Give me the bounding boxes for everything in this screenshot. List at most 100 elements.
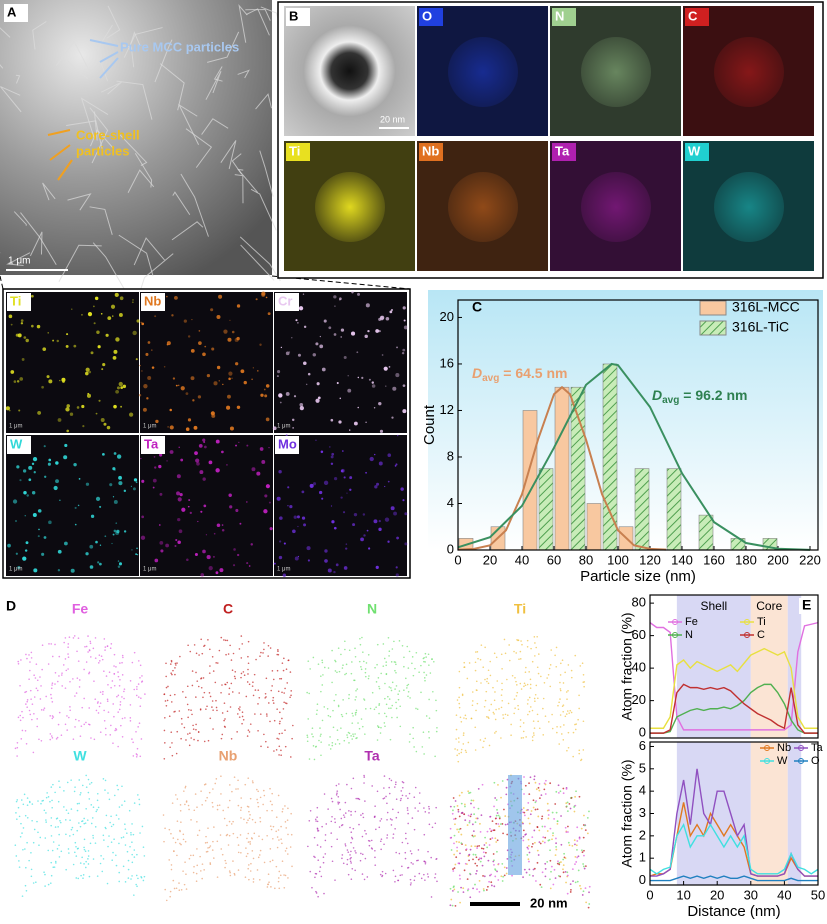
atom bbox=[165, 675, 167, 678]
atom bbox=[542, 836, 545, 839]
map-dot bbox=[276, 496, 281, 501]
atom bbox=[289, 671, 292, 673]
atom bbox=[31, 718, 33, 721]
map-dot bbox=[188, 499, 191, 502]
atom bbox=[131, 823, 133, 825]
value-text: = 64.5 nm bbox=[499, 365, 567, 381]
map-dot bbox=[193, 425, 198, 430]
atom bbox=[323, 793, 326, 795]
atom bbox=[258, 835, 260, 837]
atom bbox=[201, 863, 204, 865]
atom bbox=[29, 661, 31, 663]
atom bbox=[350, 836, 353, 839]
atom bbox=[238, 709, 241, 711]
panel-label: C bbox=[472, 299, 482, 315]
x-tick-label: 160 bbox=[703, 552, 725, 567]
atom bbox=[462, 743, 465, 745]
atom bbox=[139, 664, 142, 667]
region bbox=[787, 742, 802, 885]
atom bbox=[567, 825, 569, 828]
atom bbox=[20, 659, 22, 661]
atom bbox=[312, 745, 315, 747]
map-dot bbox=[279, 540, 282, 543]
atom bbox=[176, 854, 178, 857]
map-dot bbox=[76, 406, 80, 409]
atom bbox=[31, 703, 34, 705]
atom bbox=[390, 779, 393, 782]
atom bbox=[566, 710, 569, 712]
map-dot bbox=[61, 377, 66, 382]
atom bbox=[129, 845, 131, 848]
atom bbox=[92, 647, 95, 650]
atom bbox=[363, 782, 365, 784]
map-dot bbox=[66, 429, 70, 433]
atom bbox=[560, 662, 562, 665]
grain-boundary bbox=[13, 211, 27, 226]
atom bbox=[555, 845, 558, 848]
atom bbox=[67, 653, 69, 655]
map-dot bbox=[349, 488, 352, 491]
atom bbox=[431, 826, 434, 829]
atom bbox=[49, 800, 51, 803]
atom bbox=[484, 851, 487, 854]
atom bbox=[25, 742, 28, 745]
atom bbox=[371, 691, 374, 694]
map-dot bbox=[24, 514, 26, 517]
atom bbox=[238, 692, 241, 694]
atom bbox=[536, 826, 539, 829]
map-dot bbox=[357, 292, 361, 296]
map-dot bbox=[312, 353, 317, 357]
atom bbox=[33, 828, 36, 831]
atom bbox=[452, 809, 454, 812]
atom bbox=[180, 717, 183, 720]
atom bbox=[209, 695, 212, 698]
atom bbox=[455, 728, 458, 731]
atom bbox=[104, 649, 106, 651]
atom bbox=[494, 817, 497, 820]
atom bbox=[388, 707, 390, 710]
atom bbox=[505, 867, 508, 869]
atom bbox=[209, 863, 212, 866]
atom bbox=[75, 845, 77, 848]
map-dot bbox=[179, 493, 183, 497]
map-dot bbox=[94, 296, 99, 301]
map-dot bbox=[296, 515, 300, 519]
panel-text: Nb bbox=[422, 143, 439, 158]
atom bbox=[538, 797, 541, 800]
atom bbox=[40, 685, 42, 687]
atom bbox=[475, 651, 477, 653]
atom bbox=[352, 777, 355, 780]
map-dot bbox=[141, 479, 145, 483]
atom bbox=[496, 870, 498, 873]
atom bbox=[248, 817, 251, 820]
atom bbox=[226, 833, 229, 836]
atom bbox=[137, 696, 140, 698]
map-dot bbox=[342, 450, 344, 452]
map-dot bbox=[396, 346, 398, 349]
atom bbox=[307, 845, 309, 848]
atom bbox=[518, 658, 520, 661]
atom bbox=[172, 879, 175, 882]
map-dot bbox=[99, 505, 102, 508]
atom bbox=[385, 673, 388, 676]
atom bbox=[430, 856, 432, 859]
map-dot bbox=[202, 352, 206, 357]
atom bbox=[247, 841, 250, 843]
atom bbox=[513, 650, 515, 653]
atom bbox=[392, 837, 394, 839]
hist-bar bbox=[634, 468, 650, 551]
atom bbox=[490, 873, 493, 876]
atom bbox=[558, 701, 560, 704]
map-dot bbox=[90, 514, 95, 518]
atom bbox=[566, 801, 569, 804]
atom bbox=[523, 793, 525, 795]
atom bbox=[348, 810, 350, 812]
atom bbox=[170, 832, 172, 835]
atom bbox=[575, 844, 578, 847]
atom bbox=[89, 783, 91, 785]
map-dot bbox=[114, 469, 116, 471]
map-dot bbox=[174, 295, 178, 300]
map-dot bbox=[95, 540, 98, 544]
map-dot bbox=[98, 562, 102, 566]
atom bbox=[251, 685, 254, 687]
